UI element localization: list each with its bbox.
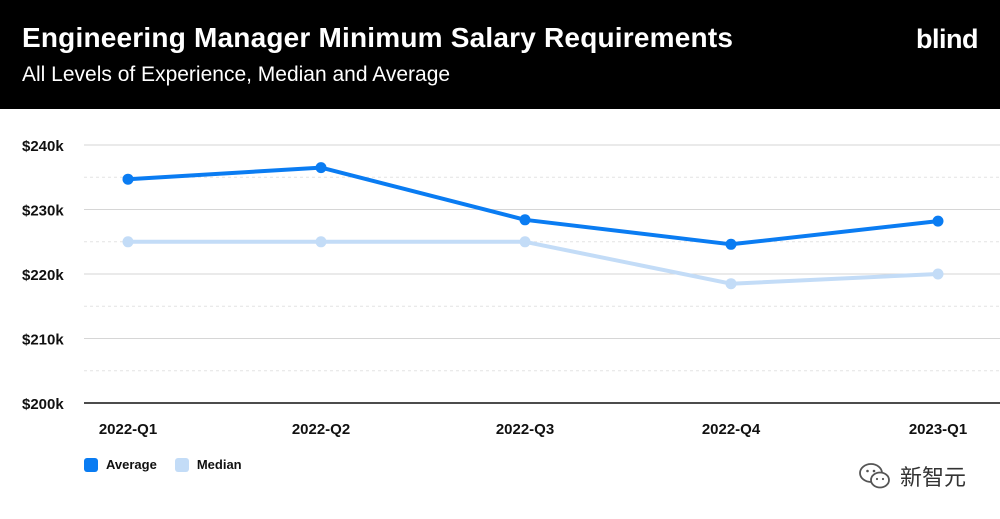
x-tick-label: 2022-Q1: [99, 421, 157, 438]
x-tick-label: 2022-Q2: [292, 421, 350, 438]
data-point-median: [932, 268, 944, 280]
watermark-text: 新智元: [899, 466, 966, 491]
legend-label-median: Median: [196, 457, 242, 472]
x-tick-label: 2022-Q3: [496, 421, 554, 438]
watermark: 新智元: [858, 460, 966, 492]
chart-subtitle: All Levels of Experience, Median and Ave…: [22, 63, 451, 86]
line-chart: $240k $230k $220k $210k $200k 2022-Q1 2022-Q2 2…: [22, 138, 1000, 438]
data-point-median: [315, 236, 327, 248]
wechat-icon: [859, 463, 890, 489]
y-tick-label: $210k: [22, 332, 64, 349]
legend-swatch-median: [174, 457, 189, 472]
legend-item-average: Average: [84, 457, 157, 472]
data-point-median: [122, 236, 134, 248]
series-line-median: [126, 239, 940, 286]
brand-logo: blind: [916, 24, 978, 54]
chart-legend: Average Median: [84, 457, 242, 472]
data-point-average: [122, 173, 134, 185]
legend-item-median: Median: [174, 457, 242, 472]
y-tick-label: $220k: [22, 267, 64, 284]
data-point-average: [315, 162, 327, 174]
data-point-average: [725, 238, 737, 250]
data-point-median: [725, 278, 737, 290]
series-line-average: [126, 165, 940, 247]
legend-swatch-average: [84, 457, 98, 472]
chart-title: Engineering Manager Minimum Salary Requi…: [22, 22, 734, 53]
data-point-average: [932, 215, 944, 227]
y-tick-label: $240k: [22, 138, 64, 155]
data-point-median: [519, 236, 531, 248]
data-point-average: [519, 214, 531, 226]
chart-header: Engineering Manager Minimum Salary Requi…: [0, 0, 1000, 109]
x-tick-label: 2023-Q1: [909, 421, 967, 438]
y-tick-label: $200k: [22, 396, 64, 413]
legend-label-average: Average: [106, 457, 157, 472]
x-tick-label: 2022-Q4: [702, 421, 761, 438]
y-tick-label: $230k: [22, 203, 64, 220]
